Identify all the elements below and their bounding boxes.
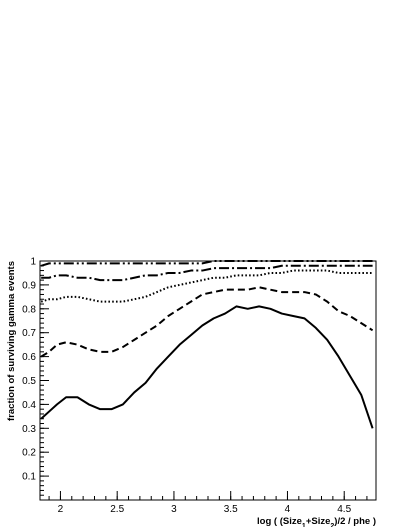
series-line-solid [40, 305, 374, 429]
x-tick-label: 2 [58, 504, 64, 515]
x-tick-label: 3.5 [224, 504, 238, 515]
series-line-dashdotdot [40, 260, 373, 267]
y-tick-label: 0.1 [22, 472, 36, 483]
ticks-layer: 0.1 0.2 0.3 0.4 0.5 0.6 0.7 0.8 0.9 1 2 2.5 3 3.5 4 4.5 [22, 257, 368, 515]
y-tick-label: 0.7 [22, 328, 36, 339]
x-tick-label: 4 [285, 504, 291, 515]
y-tick-label: 0.5 [22, 376, 36, 387]
y-tick-label: 0.3 [22, 424, 36, 435]
y-tick-label: 0.8 [22, 304, 36, 315]
y-axis-label: fraction of surviving gamma events [6, 261, 17, 421]
y-tick-label: 0.6 [22, 352, 36, 363]
x-axis-label: log ( (Size1+Size2)/2 / phe ) [257, 516, 376, 527]
x-tick-label: 3 [171, 504, 177, 515]
y-tick-label: 0.4 [22, 400, 36, 411]
y-tick-label: 0.2 [22, 448, 36, 459]
y-tick-label: 1 [30, 257, 36, 268]
series-line-dashed [40, 286, 374, 358]
x-axis-label-sub1: 1 [302, 523, 306, 527]
x-axis-label-sub2: 2 [330, 523, 334, 527]
x-axis-label-mid: +Size [306, 516, 331, 527]
x-tick-label: 2.5 [110, 504, 124, 515]
series-line-dashdot [41, 264, 373, 282]
series-layer [40, 260, 374, 429]
y-tick-label: 0.9 [22, 280, 36, 291]
x-axis-label-prefix: log ( (Size [257, 516, 302, 527]
x-tick-label: 4.5 [337, 504, 351, 515]
x-axis-label-suffix: )/2 / phe ) [334, 516, 376, 527]
